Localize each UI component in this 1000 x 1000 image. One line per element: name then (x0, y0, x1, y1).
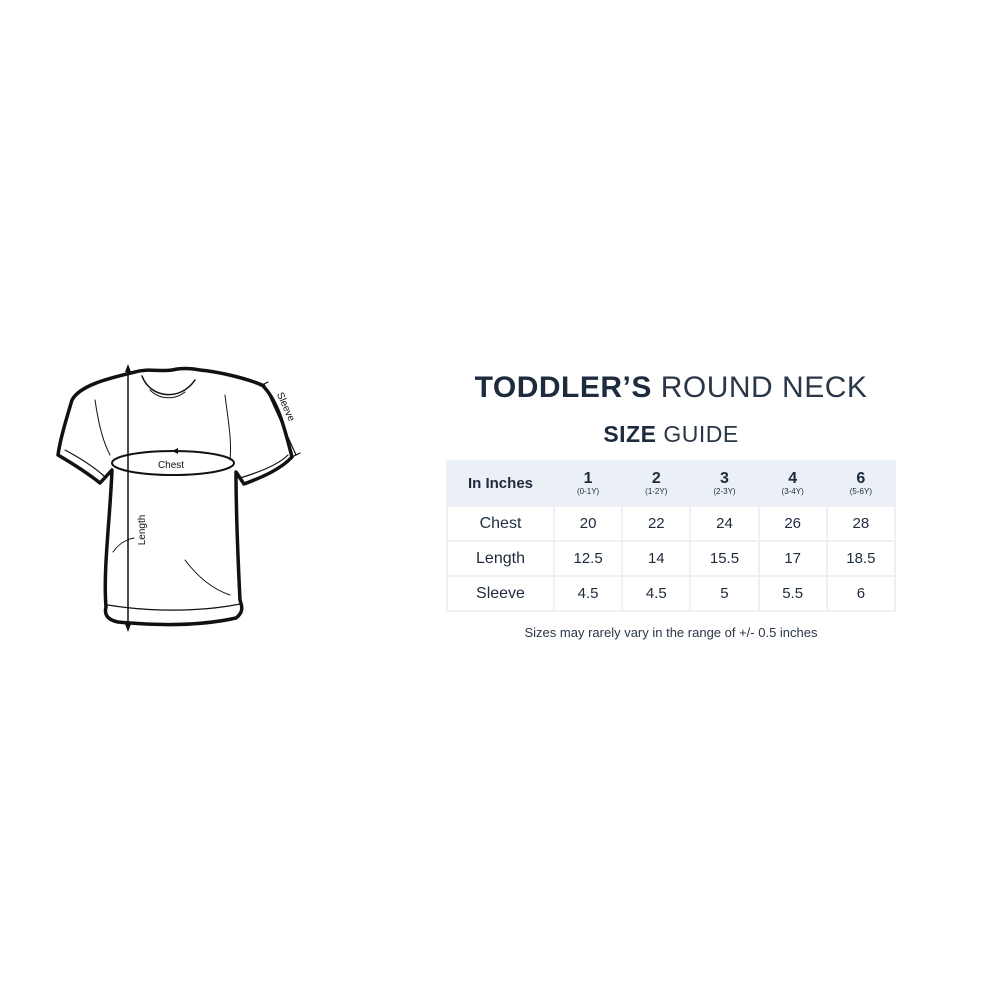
size-age: (0-1Y) (576, 487, 600, 496)
size-age: (3-4Y) (781, 487, 804, 496)
table-header-row: In Inches 1 (0-1Y) 2 (1-2Y) 3 (2-3Y) 4 (3-4Y… (446, 460, 897, 507)
table-row-length: Length 12.5 14 15.5 17 18.5 (446, 540, 897, 577)
row-label: Length (446, 540, 555, 577)
page-subtitle: SIZE GUIDE (446, 421, 896, 448)
size-number: 4 (788, 470, 798, 487)
chest-label: Chest (158, 460, 184, 471)
table-row-sleeve: Sleeve 4.5 4.5 5 5.5 6 (446, 575, 897, 612)
table-cell: 5 (689, 575, 760, 612)
size-age: (2-3Y) (713, 487, 736, 496)
row-label: Sleeve (446, 575, 555, 612)
row-label: Chest (446, 505, 555, 542)
table-cell: 4.5 (621, 575, 692, 612)
title-light: ROUND NECK (660, 371, 868, 404)
size-table: In Inches 1 (0-1Y) 2 (1-2Y) 3 (2-3Y) 4 (3-4Y… (446, 460, 897, 612)
size-number: 1 (583, 470, 593, 487)
size-header: 3 (2-3Y) (689, 460, 760, 507)
table-cell: 18.5 (825, 540, 897, 577)
table-cell: 17 (757, 540, 828, 577)
size-age: (1-2Y) (645, 487, 668, 496)
table-cell: 5.5 (757, 575, 828, 612)
table-cell: 12.5 (552, 540, 624, 577)
table-cell: 20 (552, 505, 624, 542)
shirt-outline (56, 366, 294, 627)
collar (141, 375, 196, 396)
tshirt-diagram: Chest Length Sleeve (56, 364, 301, 632)
size-header: 2 (1-2Y) (621, 460, 692, 507)
page-title: TODDLER’S ROUND NECK (446, 371, 896, 405)
size-variance-note: Sizes may rarely vary in the range of +/… (524, 625, 818, 640)
sleeve-measure-line (263, 383, 297, 456)
size-number: 3 (720, 470, 729, 487)
table-cell: 6 (825, 575, 897, 612)
table-cell: 4.5 (552, 575, 624, 612)
length-label: Length (137, 515, 148, 546)
corner-header: In Inches (446, 460, 555, 507)
table-cell: 15.5 (689, 540, 760, 577)
size-number: 2 (651, 470, 661, 487)
size-number: 6 (856, 470, 866, 487)
size-age: (5-6Y) (849, 487, 872, 496)
table-cell: 14 (621, 540, 692, 577)
size-header: 6 (5-6Y) (825, 460, 897, 507)
table-cell: 28 (825, 505, 897, 542)
size-header: 1 (0-1Y) (552, 460, 624, 507)
subtitle-bold: SIZE (603, 421, 657, 447)
table-cell: 24 (689, 505, 760, 542)
table-cell: 26 (757, 505, 828, 542)
table-cell: 22 (621, 505, 692, 542)
size-header: 4 (3-4Y) (757, 460, 828, 507)
subtitle-light: GUIDE (663, 421, 739, 447)
title-bold: TODDLER’S (474, 371, 652, 404)
table-row-chest: Chest 20 22 24 26 28 (446, 505, 897, 542)
